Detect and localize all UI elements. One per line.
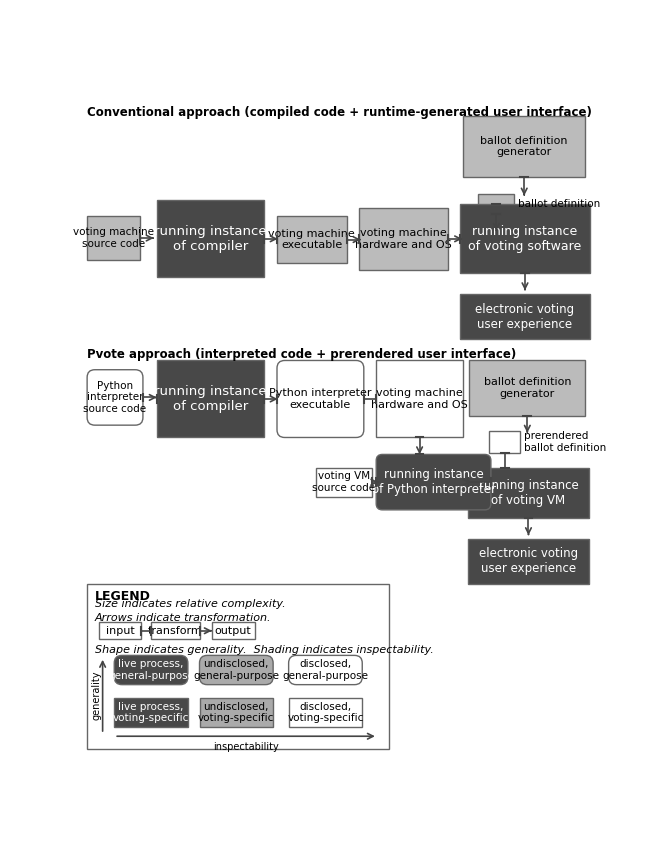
Text: ballot definition
generator: ballot definition generator bbox=[480, 136, 568, 157]
Text: running instance
of compiler: running instance of compiler bbox=[154, 225, 266, 253]
Text: undisclosed,
voting-specific: undisclosed, voting-specific bbox=[198, 701, 274, 723]
Bar bbox=[468, 539, 589, 583]
Text: output: output bbox=[215, 626, 252, 636]
Bar bbox=[277, 215, 347, 264]
Text: Arrows indicate transformation.: Arrows indicate transformation. bbox=[95, 613, 271, 623]
Bar bbox=[212, 622, 254, 639]
Bar bbox=[478, 194, 514, 215]
FancyBboxPatch shape bbox=[376, 455, 491, 510]
Text: disclosed,
general-purpose: disclosed, general-purpose bbox=[282, 659, 368, 681]
Text: running instance
of Python interpreter: running instance of Python interpreter bbox=[372, 468, 496, 496]
Text: Conventional approach (compiled code + runtime-generated user interface): Conventional approach (compiled code + r… bbox=[87, 106, 592, 119]
Text: undisclosed,
general-purpose: undisclosed, general-purpose bbox=[193, 659, 279, 681]
Bar bbox=[470, 360, 585, 416]
FancyBboxPatch shape bbox=[87, 370, 143, 425]
Text: running instance
of compiler: running instance of compiler bbox=[154, 385, 266, 413]
FancyBboxPatch shape bbox=[277, 360, 364, 438]
FancyBboxPatch shape bbox=[288, 656, 362, 684]
Text: voting machine
hardware and OS: voting machine hardware and OS bbox=[356, 228, 452, 249]
Bar bbox=[200, 698, 273, 727]
Bar bbox=[490, 432, 520, 453]
Text: Shape indicates generality.  Shading indicates inspectability.: Shape indicates generality. Shading indi… bbox=[95, 645, 434, 656]
Text: electronic voting
user experience: electronic voting user experience bbox=[479, 548, 578, 576]
Bar bbox=[460, 204, 590, 273]
Text: transform: transform bbox=[148, 626, 203, 636]
Text: prerendered
ballot definition: prerendered ballot definition bbox=[524, 432, 607, 453]
Text: Python interpreter
executable: Python interpreter executable bbox=[269, 388, 372, 410]
Text: inspectability: inspectability bbox=[213, 742, 279, 752]
Bar bbox=[151, 622, 200, 639]
Text: voting machine
source code: voting machine source code bbox=[73, 227, 154, 248]
Bar bbox=[316, 467, 372, 497]
Text: LEGEND: LEGEND bbox=[95, 590, 151, 603]
Text: live process,
general-purpose: live process, general-purpose bbox=[108, 659, 194, 681]
FancyBboxPatch shape bbox=[115, 656, 188, 684]
Text: Pvote approach (interpreted code + prerendered user interface): Pvote approach (interpreted code + prere… bbox=[87, 349, 516, 361]
Bar bbox=[87, 583, 390, 750]
Bar bbox=[376, 360, 463, 438]
Bar bbox=[99, 622, 141, 639]
Text: running instance
of voting software: running instance of voting software bbox=[468, 225, 581, 253]
Text: running instance
of voting VM: running instance of voting VM bbox=[479, 479, 578, 507]
FancyBboxPatch shape bbox=[200, 656, 273, 684]
Bar bbox=[359, 208, 448, 270]
Text: voting VM
source code: voting VM source code bbox=[312, 471, 375, 493]
Bar bbox=[157, 360, 264, 438]
Text: Size indicates relative complexity.: Size indicates relative complexity. bbox=[95, 600, 286, 609]
Text: ballot definition: ballot definition bbox=[518, 199, 600, 209]
Text: voting machine
hardware and OS: voting machine hardware and OS bbox=[371, 388, 468, 410]
Text: input: input bbox=[106, 626, 135, 636]
Text: ballot definition
generator: ballot definition generator bbox=[484, 377, 571, 399]
Bar bbox=[87, 215, 140, 260]
Bar bbox=[468, 468, 589, 518]
Text: electronic voting
user experience: electronic voting user experience bbox=[476, 303, 575, 331]
Text: generality: generality bbox=[91, 671, 101, 720]
Text: Python
interpreter
source code: Python interpreter source code bbox=[83, 381, 147, 414]
Text: voting machine
executable: voting machine executable bbox=[268, 229, 355, 250]
Bar bbox=[115, 698, 188, 727]
Bar bbox=[463, 115, 585, 177]
Text: disclosed,
voting-specific: disclosed, voting-specific bbox=[287, 701, 364, 723]
Bar bbox=[460, 294, 590, 339]
Text: live process,
voting-specific: live process, voting-specific bbox=[113, 701, 189, 723]
Bar bbox=[288, 698, 362, 727]
Bar bbox=[157, 200, 264, 277]
